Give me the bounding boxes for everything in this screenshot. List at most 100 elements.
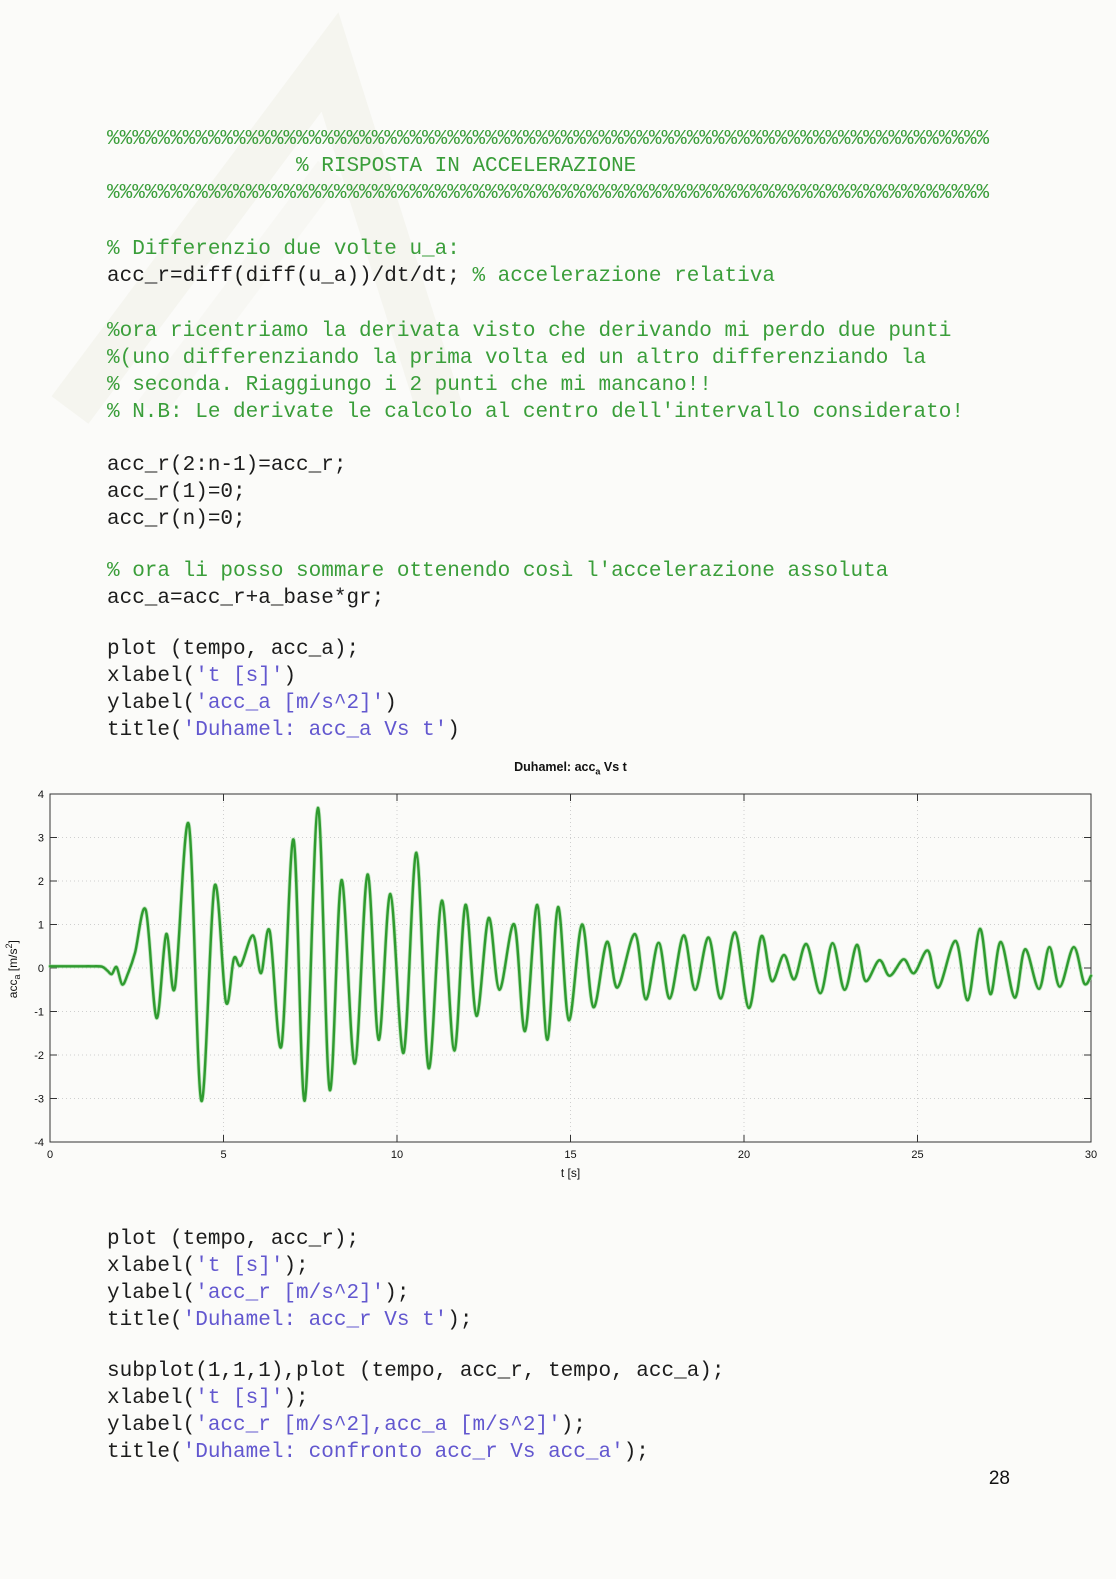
code-text: acc_r=diff(diff(u_a))/dt/dt; (107, 265, 473, 288)
comment-text: % accelerazione relativa (472, 265, 775, 288)
code-text: ylabel( (107, 1282, 196, 1305)
page-watermark (51, 12, 462, 424)
code-line: title('Duhamel: acc_r Vs t'); (107, 1307, 725, 1334)
code-text: ) (384, 692, 397, 715)
y-tick-label: 0 (38, 963, 44, 975)
comment-text: % RISPOSTA IN ACCELERAZIONE (107, 155, 637, 178)
y-tick-label: 4 (38, 789, 44, 801)
plot-ylabel: acca [m/s2] (3, 940, 23, 999)
y-tick-label: 3 (38, 833, 44, 845)
x-tick-label: 25 (911, 1149, 923, 1161)
code-text: xlabel( (107, 1255, 196, 1278)
y-tick-label: -4 (34, 1137, 44, 1149)
code-text: ); (560, 1414, 586, 1437)
code-block: plot (tempo, acc_a); xlabel('t [s]') ylabe… (107, 636, 989, 744)
x-tick-label: 20 (738, 1149, 750, 1161)
string-literal: 't [s]' (195, 1387, 284, 1410)
code-line: % seconda. Riaggiungo i 2 punti che mi m… (107, 372, 989, 399)
string-literal: 't [s]' (195, 665, 284, 688)
comment-text: % ora li posso sommare ottenendo così l'… (107, 560, 889, 583)
code-line: % RISPOSTA IN ACCELERAZIONE (107, 153, 989, 180)
code-text: subplot(1,1,1),plot (tempo, acc_r, tempo… (107, 1360, 725, 1383)
code-listing-bottom: plot (tempo, acc_r); xlabel('t [s]'); ylab… (107, 1226, 725, 1466)
code-line: acc_r(n)=0; (107, 506, 989, 533)
comment-text: %%%%%%%%%%%%%%%%%%%%%%%%%%%%%%%%%%%%%%%%… (107, 182, 990, 205)
code-line: ylabel('acc_r [m/s^2]'); (107, 1280, 725, 1307)
x-tick-label: 5 (220, 1149, 226, 1161)
code-text: ); (623, 1441, 649, 1464)
string-literal: 'Duhamel: confronto acc_r Vs acc_a' (182, 1441, 624, 1464)
code-text: ); (283, 1387, 309, 1410)
x-tick-label: 15 (564, 1149, 576, 1161)
string-literal: 'Duhamel: acc_a Vs t' (182, 719, 448, 742)
x-tick-label: 10 (391, 1149, 403, 1161)
code-text: ); (283, 1255, 309, 1278)
y-tick-label: -2 (34, 1050, 44, 1062)
string-literal: 'acc_a [m/s^2]' (195, 692, 385, 715)
plot-title: Duhamel: acca Vs t (514, 760, 627, 777)
code-line: acc_r(1)=0; (107, 479, 989, 506)
comment-text: %(uno differenziando la prima volta ed u… (107, 347, 927, 370)
code-line: plot (tempo, acc_r); (107, 1226, 725, 1253)
code-line: title('Duhamel: acc_a Vs t') (107, 717, 989, 744)
code-line: acc_a=acc_r+a_base*gr; (107, 585, 989, 612)
string-literal: 'acc_r [m/s^2],acc_a [m/s^2]' (195, 1414, 561, 1437)
comment-text: %%%%%%%%%%%%%%%%%%%%%%%%%%%%%%%%%%%%%%%%… (107, 128, 990, 151)
comment-text: %ora ricentriamo la derivata visto che d… (107, 320, 952, 343)
code-block: %%%%%%%%%%%%%%%%%%%%%%%%%%%%%%%%%%%%%%%%… (107, 126, 989, 207)
code-text: plot (tempo, acc_a); (107, 638, 360, 661)
code-line: %%%%%%%%%%%%%%%%%%%%%%%%%%%%%%%%%%%%%%%%… (107, 180, 989, 207)
waveform-line (48, 806, 1093, 1102)
code-text: plot (tempo, acc_r); (107, 1228, 360, 1251)
code-line: %ora ricentriamo la derivata visto che d… (107, 318, 989, 345)
code-text: ); (447, 1309, 473, 1332)
code-text: acc_r(2:n-1)=acc_r; (107, 454, 347, 477)
code-text: ylabel( (107, 692, 196, 715)
code-line: xlabel('t [s]') (107, 663, 989, 690)
y-tick-label: 1 (38, 920, 44, 932)
code-text: title( (107, 1441, 183, 1464)
code-block: subplot(1,1,1),plot (tempo, acc_r, tempo… (107, 1358, 725, 1466)
code-line: xlabel('t [s]'); (107, 1385, 725, 1412)
page-number: 28 (988, 1468, 1010, 1489)
code-text: acc_r(1)=0; (107, 481, 246, 504)
comment-text: % Differenzio due volte u_a: (107, 238, 460, 261)
code-text: ) (447, 719, 460, 742)
string-literal: 'Duhamel: acc_r Vs t' (182, 1309, 448, 1332)
code-listing-top: %%%%%%%%%%%%%%%%%%%%%%%%%%%%%%%%%%%%%%%%… (107, 126, 989, 744)
string-literal: 'acc_r [m/s^2]' (195, 1282, 385, 1305)
code-line: %(uno differenziando la prima volta ed u… (107, 345, 989, 372)
y-tick-label: -1 (34, 1007, 44, 1019)
string-literal: 't [s]' (195, 1255, 284, 1278)
y-tick-label: 2 (38, 876, 44, 888)
x-tick-label: 0 (47, 1149, 53, 1161)
code-line: acc_r=diff(diff(u_a))/dt/dt; % acceleraz… (107, 263, 989, 290)
code-text: acc_r(n)=0; (107, 508, 246, 531)
code-line: xlabel('t [s]'); (107, 1253, 725, 1280)
code-text: xlabel( (107, 665, 196, 688)
code-line: acc_r(2:n-1)=acc_r; (107, 452, 989, 479)
code-text: ) (283, 665, 297, 688)
comment-text: % seconda. Riaggiungo i 2 punti che mi m… (107, 374, 712, 397)
code-line: ylabel('acc_r [m/s^2],acc_a [m/s^2]'); (107, 1412, 725, 1439)
code-line: plot (tempo, acc_a); (107, 636, 989, 663)
code-text: acc_a=acc_r+a_base*gr; (107, 587, 385, 610)
x-tick-label: 30 (1085, 1149, 1097, 1161)
code-block: plot (tempo, acc_r); xlabel('t [s]'); ylab… (107, 1226, 725, 1334)
code-line: %%%%%%%%%%%%%%%%%%%%%%%%%%%%%%%%%%%%%%%%… (107, 126, 989, 153)
code-line: subplot(1,1,1),plot (tempo, acc_r, tempo… (107, 1358, 725, 1385)
code-line: % N.B: Le derivate le calcolo al centro … (107, 399, 989, 426)
code-text: title( (107, 1309, 183, 1332)
acceleration-plot: 0 5 10 15 20 25 30 -4 -3 -2 -1 0 1 2 3 4 Duhamel: acca … (0, 752, 1116, 1190)
code-line: % Differenzio due volte u_a: (107, 236, 989, 263)
code-line: ylabel('acc_a [m/s^2]') (107, 690, 989, 717)
plot-canvas: 0 5 10 15 20 25 30 -4 -3 -2 -1 0 1 2 3 4 (34, 789, 1097, 1161)
code-block: %ora ricentriamo la derivata visto che d… (107, 318, 989, 426)
y-tick-label: -3 (34, 1094, 44, 1106)
code-line: % ora li posso sommare ottenendo così l'… (107, 558, 989, 585)
code-text: xlabel( (107, 1387, 196, 1410)
code-block: acc_r(2:n-1)=acc_r; acc_r(1)=0; acc_r(n)=0… (107, 452, 989, 533)
comment-text: % N.B: Le derivate le calcolo al centro … (107, 401, 964, 424)
code-text: title( (107, 719, 183, 742)
code-line: title('Duhamel: confronto acc_r Vs acc_a… (107, 1439, 725, 1466)
